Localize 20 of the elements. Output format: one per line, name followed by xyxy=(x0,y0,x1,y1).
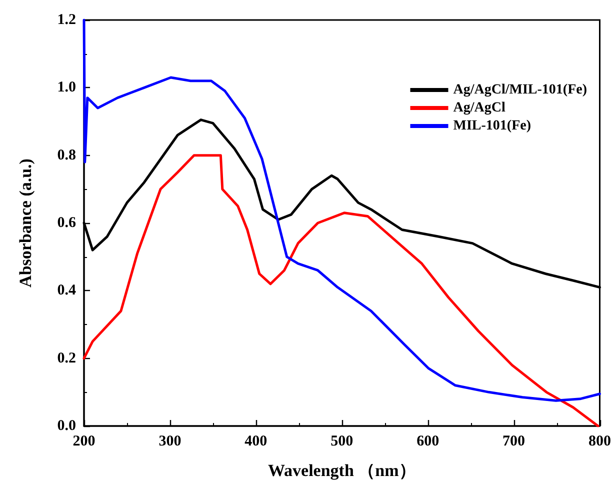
legend-label: MIL-101(Fe) xyxy=(453,118,532,134)
y-tick-label: 1.2 xyxy=(57,12,76,28)
x-tick-label: 200 xyxy=(72,434,96,450)
legend-label: Ag/AgCl xyxy=(453,100,506,116)
line-series xyxy=(82,18,601,402)
x-axis-title: Wavelength （nm） xyxy=(268,461,416,480)
y-tick-label: 0.8 xyxy=(57,147,76,164)
x-tick-label: 600 xyxy=(416,434,440,450)
y-tick-label: 0.2 xyxy=(57,350,76,366)
y-axis-title: Absorbance (a.u.) xyxy=(16,158,35,288)
x-tick-label: 500 xyxy=(330,434,354,450)
y-tick-label: 0.0 xyxy=(57,418,76,434)
y-tick-label: 0.6 xyxy=(57,215,76,231)
y-tick-label: 1.0 xyxy=(57,80,76,96)
x-tick-label: 800 xyxy=(588,434,611,450)
x-tick-label: 300 xyxy=(158,434,182,450)
y-tick-label: 0.4 xyxy=(57,282,76,299)
x-tick-label: 700 xyxy=(502,434,526,450)
x-tick-label: 400 xyxy=(244,434,268,450)
legend-label: Ag/AgCl/MIL-101(Fe) xyxy=(453,82,588,98)
